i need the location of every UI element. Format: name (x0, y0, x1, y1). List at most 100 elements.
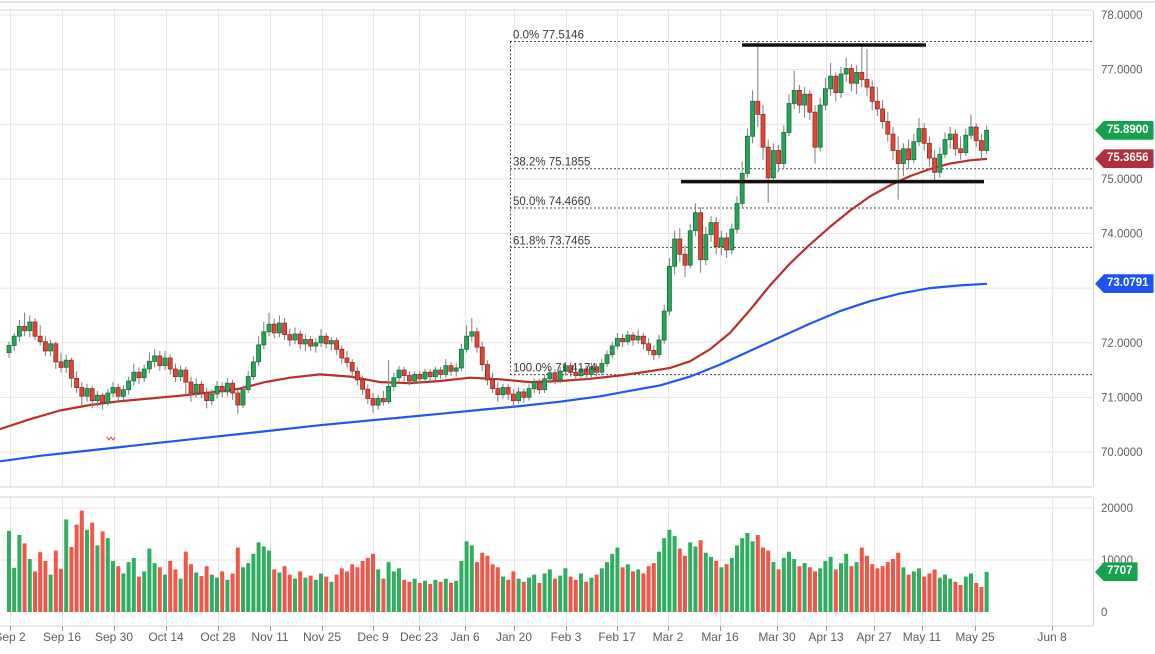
candle (282, 322, 288, 336)
candle (16, 325, 22, 337)
volume-bar (199, 576, 204, 612)
volume-bar (485, 555, 490, 612)
candle (734, 203, 740, 230)
candle (209, 393, 215, 402)
volume-bar (313, 579, 318, 612)
candle (864, 79, 870, 88)
candle (703, 234, 709, 261)
volume-bar (818, 568, 823, 612)
volume-bar (407, 581, 412, 612)
candle (110, 387, 116, 394)
volume-bar (771, 562, 776, 612)
volume-bar (880, 566, 885, 612)
volume-bar (137, 576, 141, 612)
candle (6, 345, 12, 353)
candle (745, 135, 750, 174)
candle (526, 388, 532, 398)
volume-bar (225, 579, 230, 612)
candle (266, 323, 272, 333)
candle (167, 357, 173, 370)
candle (417, 373, 423, 380)
volume-bar (891, 559, 895, 612)
volume-bar (662, 538, 667, 612)
candle (542, 378, 547, 391)
volume-bar (308, 575, 313, 612)
candle (11, 335, 17, 346)
volume-bar (391, 571, 396, 612)
volume-bar (979, 587, 984, 612)
x-axis-label: May 11 (903, 630, 942, 644)
candle (557, 370, 563, 381)
candle (126, 380, 131, 391)
candle (432, 369, 438, 378)
volume-bar (204, 566, 209, 612)
volume-bar (969, 573, 973, 612)
x-axis-label: Sep 16 (43, 630, 81, 644)
volume-bar (870, 564, 875, 612)
volume-bar (729, 557, 734, 612)
candle (48, 343, 53, 352)
volume-bar (189, 564, 193, 612)
candle (344, 357, 350, 363)
candle (563, 365, 568, 372)
x-axis-label: Mar 2 (653, 630, 684, 644)
candle (698, 212, 703, 261)
candle (781, 131, 787, 164)
volume-bar (131, 557, 136, 612)
candle (193, 383, 199, 394)
volume-bar (896, 552, 901, 612)
candle (37, 335, 43, 343)
x-axis-label: May 25 (955, 630, 995, 644)
volume-bar (516, 578, 521, 612)
volume-bar (209, 574, 214, 612)
volume-bar (740, 538, 745, 612)
volume-bar (319, 573, 323, 612)
volume-bar (69, 547, 74, 612)
candle (552, 372, 558, 381)
candle (968, 126, 974, 136)
volume-bar (454, 580, 459, 612)
candle (942, 139, 948, 155)
candle (375, 398, 381, 406)
candle (667, 265, 672, 312)
candle (609, 345, 615, 356)
candle (115, 387, 121, 397)
candle (890, 133, 896, 151)
x-axis-label: Mar 30 (758, 630, 796, 644)
volume-bar (657, 551, 661, 612)
volume-bar (22, 543, 27, 612)
volume-bar (573, 579, 578, 612)
squiggle-marker-icon (106, 436, 116, 441)
x-axis-label: Mar 16 (701, 630, 739, 644)
candle (271, 323, 277, 334)
volume-bar (345, 571, 349, 612)
volume-bar (807, 567, 812, 612)
volume-bar (79, 510, 84, 612)
volume-bar (126, 562, 131, 612)
candle (152, 355, 158, 362)
volume-bar (885, 562, 890, 612)
candle (105, 392, 111, 404)
volume-bar (417, 582, 422, 612)
candle (386, 385, 392, 403)
candle (95, 394, 100, 402)
candle (594, 366, 599, 373)
candle (287, 334, 293, 341)
volume-bar (90, 522, 95, 612)
volume-bar (693, 546, 698, 612)
blue-ma-value-badge: 73.0791 (1095, 274, 1154, 294)
volume-bar (59, 568, 63, 612)
candle (916, 128, 922, 143)
candle (812, 111, 818, 148)
volume-bar (168, 561, 173, 612)
candle (859, 72, 865, 80)
candle (828, 75, 833, 90)
volume-bar (620, 567, 625, 612)
candle (146, 360, 152, 370)
volume-bar (298, 571, 303, 612)
volume-bar (27, 559, 32, 612)
candle (693, 212, 698, 232)
volume-bar (64, 519, 69, 612)
volume-bar (849, 566, 854, 612)
